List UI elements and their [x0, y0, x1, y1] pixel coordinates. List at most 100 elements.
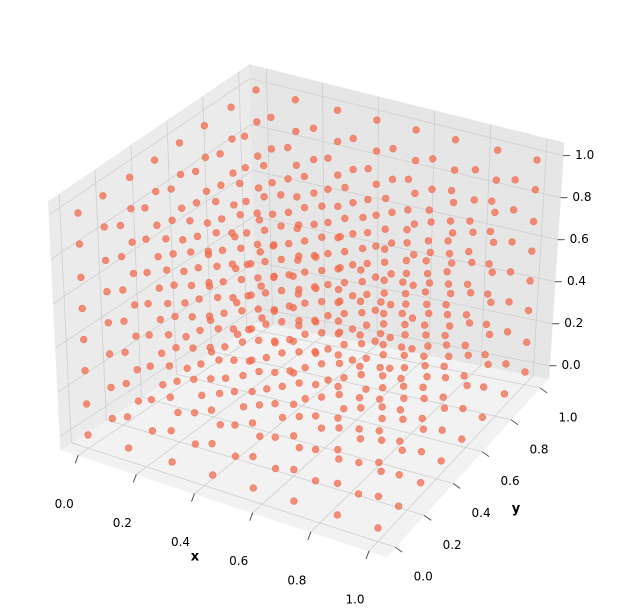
point [380, 276, 388, 284]
point [256, 248, 264, 256]
point [278, 413, 287, 422]
point [359, 213, 367, 222]
y-grid-line [71, 442, 396, 548]
point [396, 437, 404, 445]
point [487, 298, 495, 307]
point [239, 403, 248, 411]
point [295, 285, 303, 294]
point [231, 452, 240, 460]
point [242, 229, 251, 237]
point [167, 185, 175, 193]
point [163, 299, 172, 308]
point [228, 260, 237, 268]
point [380, 258, 389, 266]
point [348, 356, 357, 364]
point [445, 249, 454, 258]
point [238, 307, 246, 315]
point [492, 176, 501, 184]
z-grid-line [252, 169, 558, 241]
point [169, 250, 177, 258]
point [291, 96, 300, 104]
point [99, 192, 107, 200]
y-tick [423, 514, 432, 521]
point [324, 376, 332, 384]
point [124, 444, 133, 452]
point [372, 147, 381, 155]
point [208, 439, 216, 448]
point [248, 356, 256, 364]
point [378, 414, 386, 423]
point [216, 150, 224, 158]
point [376, 363, 384, 372]
point [424, 342, 432, 350]
point [200, 121, 209, 130]
point [231, 421, 239, 429]
point [229, 325, 238, 333]
point [284, 143, 292, 152]
point [221, 374, 230, 382]
point [262, 320, 270, 328]
point [524, 306, 533, 315]
point [421, 288, 430, 296]
point [318, 233, 326, 241]
point [163, 266, 171, 274]
point [142, 235, 150, 243]
point [230, 356, 238, 364]
point [174, 408, 182, 417]
point [74, 209, 82, 217]
point [529, 217, 538, 226]
x-grid-line [136, 334, 326, 475]
point [441, 373, 450, 382]
point [427, 218, 435, 226]
point [336, 297, 344, 305]
point [371, 273, 380, 281]
point [82, 400, 91, 408]
point [419, 383, 427, 392]
point [218, 215, 226, 223]
point [125, 173, 134, 182]
point [526, 277, 534, 285]
point [261, 289, 270, 297]
point [84, 431, 92, 439]
point [400, 363, 409, 372]
point [183, 364, 191, 373]
point [364, 165, 372, 173]
point [465, 247, 473, 256]
z-tick-label: 0.4 [567, 274, 586, 288]
point [219, 278, 227, 286]
point [425, 279, 434, 287]
point [362, 385, 370, 393]
point [489, 238, 498, 247]
point [228, 135, 236, 143]
point [197, 360, 205, 368]
point [300, 172, 309, 181]
point [179, 236, 187, 244]
point [133, 366, 141, 374]
point [396, 406, 405, 414]
point [485, 260, 493, 268]
point [144, 300, 152, 308]
point [252, 86, 260, 94]
point [159, 380, 167, 389]
point [334, 382, 342, 391]
point [334, 317, 343, 325]
point [255, 216, 264, 224]
point [425, 206, 433, 214]
point [358, 308, 366, 317]
point [486, 227, 495, 236]
point [388, 208, 396, 217]
point [349, 261, 357, 269]
point [411, 156, 420, 165]
point [463, 381, 471, 390]
x-tick [249, 512, 254, 521]
point [417, 447, 426, 456]
point [277, 255, 285, 264]
point [216, 421, 224, 429]
point [238, 338, 247, 346]
point [249, 452, 257, 461]
point [311, 477, 320, 485]
y-tick [394, 546, 403, 553]
point [230, 387, 239, 396]
x-axis-title: x [191, 550, 200, 565]
